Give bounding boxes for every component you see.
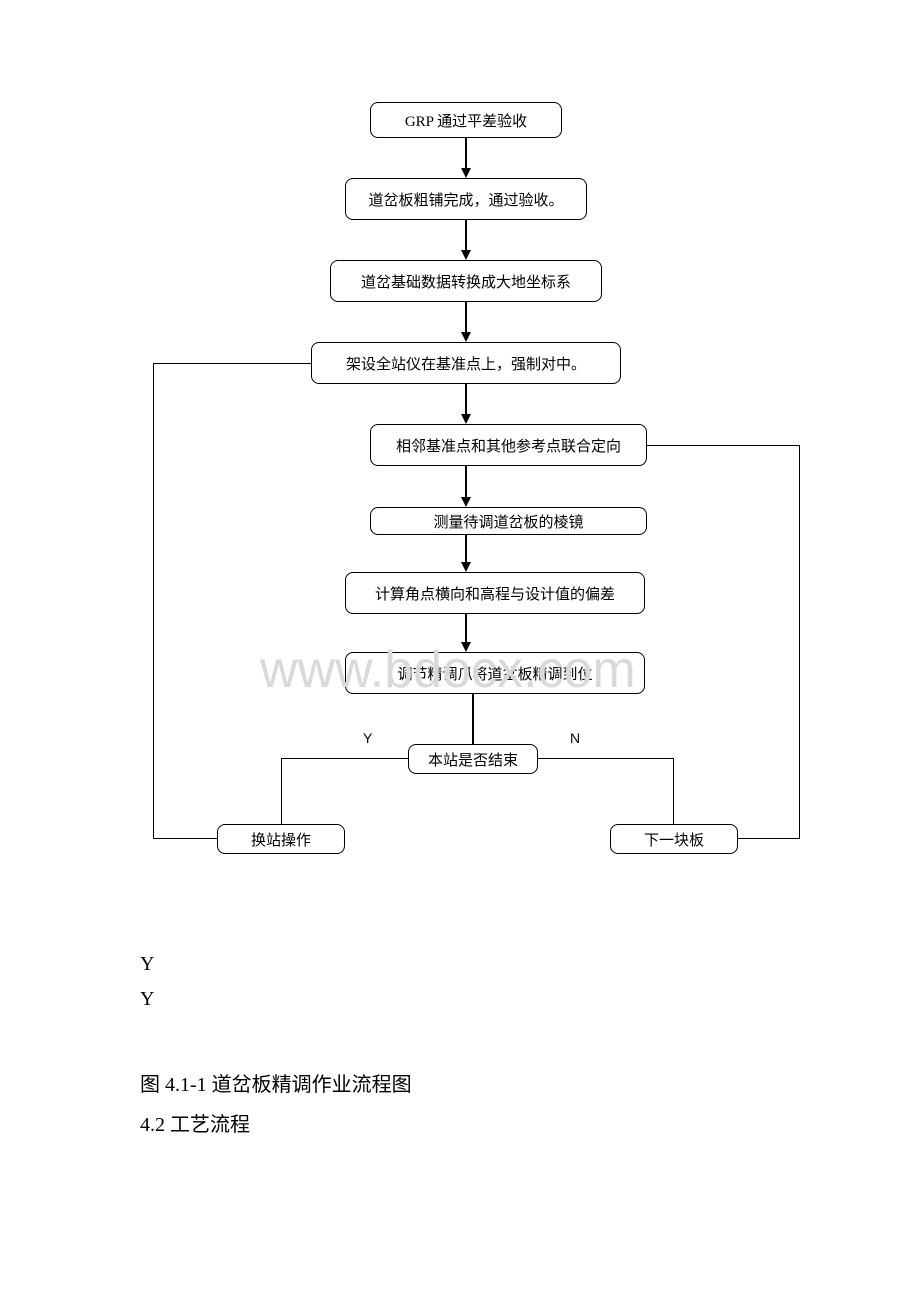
label-yes: Y [363,730,372,746]
edge-7-8-line [465,614,467,642]
edge-4-5-line [465,384,467,414]
label-no: N [570,730,580,746]
edge-2-3-line [465,220,467,250]
loop-right-v [799,445,800,839]
edge-y-v [281,758,282,824]
edge-n-v [673,758,674,824]
edge-6-7-head [461,562,471,572]
node-decision: 本站是否结束 [408,744,538,774]
node-deviation: 计算角点横向和高程与设计值的偏差 [345,572,645,614]
node-station: 架设全站仪在基准点上，强制对中。 [311,342,621,384]
node-next: 下一块板 [610,824,738,854]
node-adjust: 调节精调爪将道岔板精调到位 [345,652,645,694]
loop-left-h2 [153,363,311,364]
edge-2-3-head [461,250,471,260]
edge-8-9-line [472,694,474,744]
section-heading: 4.2 工艺流程 [140,1108,250,1137]
footer-y2: Y [140,988,154,1011]
figure-caption: 图 4.1-1 道岔板精调作业流程图 [140,1068,412,1097]
loop-right-h2 [647,445,800,446]
edge-5-6-line [465,466,467,497]
node-rough-lay: 道岔板粗铺完成，通过验收。 [345,178,587,220]
footer-y1: Y [140,953,154,976]
edge-7-8-head [461,642,471,652]
loop-left-v [153,363,154,839]
edge-3-4-line [465,302,467,332]
edge-4-5-head [461,414,471,424]
node-coord: 道岔基础数据转换成大地坐标系 [330,260,602,302]
edge-5-6-head [461,497,471,507]
node-grp: GRP 通过平差验收 [370,102,562,138]
edge-y-h [281,758,408,759]
edge-6-7-line [465,535,467,562]
node-switch: 换站操作 [217,824,345,854]
node-prism: 测量待调道岔板的棱镜 [370,507,647,535]
edge-n-h [538,758,674,759]
edge-3-4-head [461,332,471,342]
loop-left-h1 [153,838,217,839]
edge-1-2-line [465,138,467,168]
loop-right-h1 [738,838,800,839]
node-orient: 相邻基准点和其他参考点联合定向 [370,424,647,466]
edge-1-2-head [461,168,471,178]
